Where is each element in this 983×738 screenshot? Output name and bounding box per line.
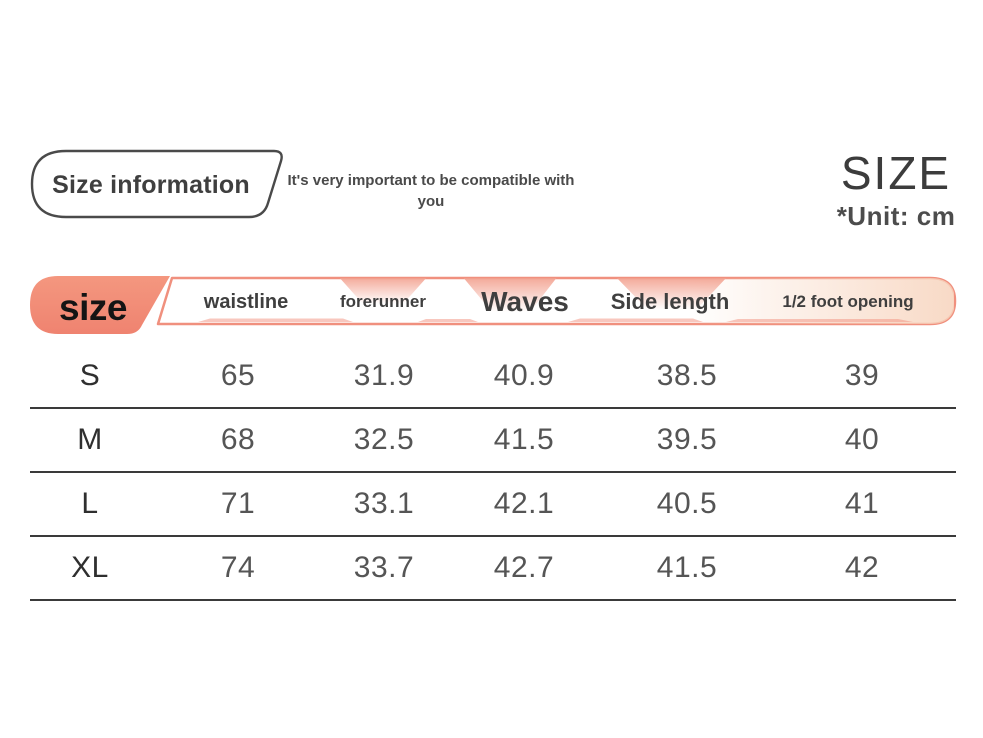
cell-value: 40 (844, 423, 880, 456)
size-table-body: S 65 31.9 40.9 38.5 39 M 68 32.5 41.5 39… (30, 345, 956, 601)
cell-value: 71 (220, 487, 256, 520)
cell-value: 40.5 (656, 487, 718, 520)
cell-value: 42.7 (493, 551, 555, 584)
row-size-label: XL (71, 551, 109, 584)
tagline-text: It's very important to be compatible wit… (287, 172, 575, 210)
cell-value: 41 (844, 487, 880, 520)
cell-value: 33.7 (353, 551, 415, 584)
column-header-forerunner: forerunner (340, 292, 426, 311)
cell-value: 39 (844, 359, 880, 392)
unit-note: *Unit: cm (836, 201, 956, 231)
size-title: SIZE (840, 147, 952, 199)
column-header-side-length: Side length (610, 289, 730, 314)
row-size-label: L (81, 487, 99, 520)
chip-shape (30, 276, 170, 334)
table-row: S 65 31.9 40.9 38.5 39 (30, 345, 956, 409)
cell-value: 65 (220, 359, 256, 392)
table-header-band: waistline forerunner Waves Side length 1… (148, 276, 958, 326)
cell-value: 33.1 (353, 487, 415, 520)
cell-value: 41.5 (493, 423, 555, 456)
size-corner-chip: size (30, 276, 172, 334)
cell-value: 42 (844, 551, 880, 584)
table-row: L 71 33.1 42.1 40.5 41 (30, 473, 956, 537)
cell-value: 41.5 (656, 551, 718, 584)
table-row: M 68 32.5 41.5 39.5 40 (30, 409, 956, 473)
cell-value: 68 (220, 423, 256, 456)
cell-value: 40.9 (493, 359, 555, 392)
cell-value: 74 (220, 551, 256, 584)
row-size-label: M (77, 423, 103, 456)
size-heading-block: SIZE *Unit: cm (803, 148, 983, 232)
band-shape (156, 276, 957, 326)
badge-outline-shape (30, 149, 283, 219)
column-header-waistline: waistline (203, 291, 289, 313)
table-row: XL 74 33.7 42.7 41.5 42 (30, 537, 956, 601)
size-information-badge: Size information (30, 149, 288, 221)
badge-label: Size information (52, 170, 250, 199)
cell-value: 32.5 (353, 423, 415, 456)
column-header-waves: Waves (481, 286, 569, 317)
cell-value: 39.5 (656, 423, 718, 456)
column-header-foot-opening: 1/2 foot opening (782, 292, 914, 311)
chip-label: size (59, 287, 127, 328)
cell-value: 42.1 (493, 487, 555, 520)
row-size-label: S (79, 359, 101, 392)
cell-value: 38.5 (656, 359, 718, 392)
cell-value: 31.9 (353, 359, 415, 392)
